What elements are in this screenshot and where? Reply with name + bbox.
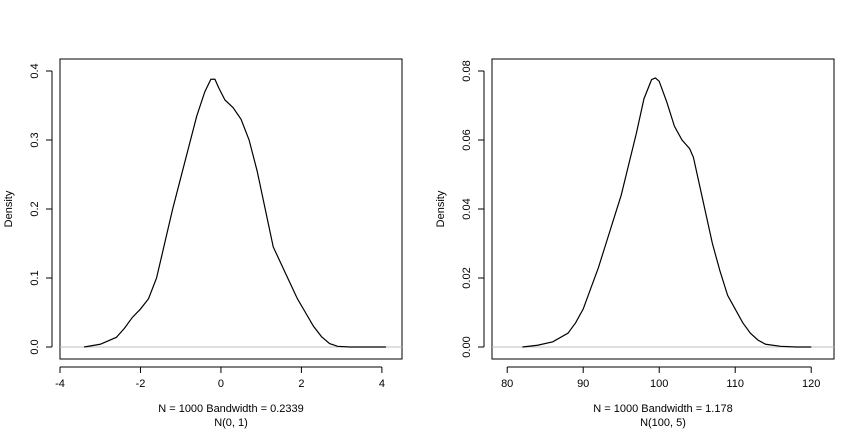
x-axis: -4 -2 0 2 4 [55, 366, 385, 390]
x-axis: 80 90 100 110 120 [501, 366, 820, 390]
x-tick-label: 4 [379, 378, 385, 390]
x-tick-label: -4 [55, 378, 65, 390]
y-tick-label: 0.0 [29, 339, 41, 354]
y-axis-label: Density [435, 190, 447, 227]
x-tick-label: -2 [136, 378, 146, 390]
y-axis-label: Density [3, 190, 15, 227]
y-tick-label: 0.1 [29, 270, 41, 285]
x-tick-label: 100 [650, 378, 668, 390]
x-axis-label: N = 1000 Bandwidth = 0.2339 [158, 403, 304, 415]
y-tick-label: 0.04 [461, 198, 473, 219]
x-tick-label: 120 [802, 378, 820, 390]
x-axis-sublabel: N(100, 5) [640, 417, 686, 429]
x-tick-label: 0 [218, 378, 224, 390]
y-tick-label: 0.3 [29, 132, 41, 147]
x-axis-sublabel: N(0, 1) [214, 417, 248, 429]
y-axis: 0.0 0.1 0.2 0.3 0.4 [29, 63, 53, 355]
y-tick-label: 0.08 [461, 60, 473, 81]
density-plot-right: 80 90 100 110 120 0.00 0.02 0.04 0.06 0.08 N = 1… [435, 58, 835, 429]
y-tick-label: 0.02 [461, 267, 473, 288]
y-tick-label: 0.06 [461, 129, 473, 150]
plot-frame [491, 58, 835, 360]
y-tick-label: 0.4 [29, 63, 41, 78]
density-plot-left: -4 -2 0 2 4 0.0 0.1 0.2 0.3 0.4 N = 1000 Bandwid… [3, 58, 403, 429]
x-tick-label: 80 [501, 378, 513, 390]
x-axis-label: N = 1000 Bandwidth = 1.178 [593, 403, 732, 415]
density-curve [84, 78, 386, 348]
y-tick-label: 0.00 [461, 336, 473, 357]
y-axis: 0.00 0.02 0.04 0.06 0.08 [461, 60, 485, 358]
x-tick-label: 110 [726, 378, 744, 390]
y-tick-label: 0.2 [29, 201, 41, 216]
x-tick-label: 2 [298, 378, 304, 390]
density-curve [522, 77, 812, 348]
x-tick-label: 90 [577, 378, 589, 390]
plot-frame [59, 58, 403, 360]
